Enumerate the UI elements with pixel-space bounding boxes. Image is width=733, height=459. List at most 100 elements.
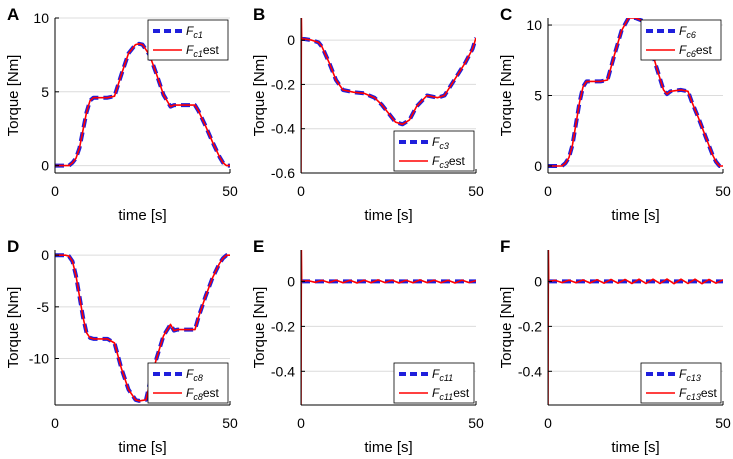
- legend-box: [393, 362, 475, 404]
- y-tick-label: 5: [534, 88, 542, 104]
- series-group: [301, 250, 476, 405]
- x-tick-label: 0: [51, 415, 59, 431]
- x-tick-label: 50: [715, 183, 731, 199]
- y-tick-label: -0.4: [271, 363, 295, 379]
- y-tick-label: 0: [287, 32, 295, 48]
- legend-label-suffix: est: [701, 386, 718, 400]
- legend-label: Fc3est: [432, 154, 466, 170]
- series-f-c11est: [301, 250, 476, 405]
- legend-label: Fc3: [432, 135, 449, 151]
- x-tick-label: 0: [51, 183, 59, 199]
- x-axis-label: time [s]: [118, 207, 166, 224]
- legend-label-sub: c8: [193, 373, 203, 383]
- legend-label-main: F: [186, 386, 194, 400]
- legend-box: [640, 19, 722, 61]
- legend-label-suffix: est: [453, 386, 470, 400]
- y-tick-label: -0.2: [518, 318, 542, 334]
- legend-label: Fc8: [186, 367, 203, 383]
- panel-letter: C: [500, 5, 512, 24]
- legend-label-main: F: [186, 43, 194, 57]
- y-axis-label: Torque [Nm]: [251, 55, 268, 137]
- legend-box: [393, 130, 475, 172]
- x-tick-label: 50: [468, 415, 484, 431]
- legend-label: Fc11est: [432, 386, 470, 402]
- legend-label-suffix: est: [696, 43, 713, 57]
- legend-label-sub: c13: [686, 373, 701, 383]
- legend-label-main: F: [679, 367, 687, 381]
- legend-label-suffix: est: [203, 43, 220, 57]
- legend-label-main: F: [432, 135, 440, 149]
- y-axis-label: Torque [Nm]: [251, 287, 268, 369]
- legend-label-main: F: [679, 24, 687, 38]
- series-f-c3est: [301, 18, 476, 173]
- legend-label: Fc6: [679, 24, 696, 40]
- y-tick-label: 0: [41, 247, 49, 263]
- y-axis-label: Torque [Nm]: [498, 55, 515, 137]
- legend-label-sub: c8: [193, 392, 203, 402]
- y-axis-label: Torque [Nm]: [498, 287, 515, 369]
- series-f-c1est: [55, 42, 230, 167]
- legend-label: Fc8est: [186, 386, 220, 402]
- legend-box: [147, 362, 229, 404]
- series-f-c8est: [55, 254, 230, 402]
- y-axis-label: Torque [Nm]: [5, 287, 22, 369]
- legend-label-sub: c3: [439, 141, 449, 151]
- legend-label-suffix: est: [203, 386, 220, 400]
- x-tick-label: 50: [222, 183, 238, 199]
- legend-label-main: F: [432, 154, 440, 168]
- legend-label-sub: c6: [686, 49, 696, 59]
- x-axis-label: time [s]: [611, 439, 659, 456]
- legend-label-main: F: [186, 367, 194, 381]
- legend-label-main: F: [679, 43, 687, 57]
- series-group: [548, 250, 723, 405]
- y-tick-label: -0.4: [518, 363, 542, 379]
- y-tick-label: 0: [534, 158, 542, 174]
- y-tick-label: 0: [287, 273, 295, 289]
- series-group: [55, 41, 230, 168]
- x-axis-label: time [s]: [118, 439, 166, 456]
- legend-label-sub: c3: [439, 160, 449, 170]
- y-tick-label: -0.4: [271, 121, 295, 137]
- panel-letter: A: [7, 5, 19, 24]
- x-tick-label: 0: [297, 415, 305, 431]
- y-tick-label: -0.2: [271, 76, 295, 92]
- legend-label-sub: c6: [686, 30, 696, 40]
- legend-label: Fc11: [432, 367, 453, 383]
- y-tick-label: 0: [41, 158, 49, 174]
- y-tick-label: -0.2: [271, 318, 295, 334]
- legend: Fc1 Fc1est: [147, 19, 229, 61]
- x-axis-label: time [s]: [364, 207, 412, 224]
- series-group: [301, 18, 476, 173]
- y-tick-label: 10: [526, 17, 542, 33]
- legend-label-main: F: [432, 367, 440, 381]
- legend-label-main: F: [186, 24, 194, 38]
- x-tick-label: 50: [222, 415, 238, 431]
- x-axis-label: time [s]: [364, 439, 412, 456]
- legend-label-sub: c1: [193, 30, 203, 40]
- y-tick-label: 5: [41, 84, 49, 100]
- x-tick-label: 50: [468, 183, 484, 199]
- legend-label-main: F: [432, 386, 440, 400]
- legend-label-sub: c11: [439, 373, 453, 383]
- x-tick-label: 0: [544, 415, 552, 431]
- legend-label: Fc13est: [679, 386, 718, 402]
- panel-letter: D: [7, 237, 19, 256]
- y-tick-label: -5: [37, 299, 50, 315]
- legend-label-sub: c11: [439, 392, 453, 402]
- panel-letter: E: [253, 237, 264, 256]
- legend-label: Fc1est: [186, 43, 220, 59]
- legend-label-sub: c13: [686, 392, 701, 402]
- legend-label: Fc6est: [679, 43, 713, 59]
- legend-label: Fc13: [679, 367, 701, 383]
- x-axis-label: time [s]: [611, 207, 659, 224]
- legend-label-main: F: [679, 386, 687, 400]
